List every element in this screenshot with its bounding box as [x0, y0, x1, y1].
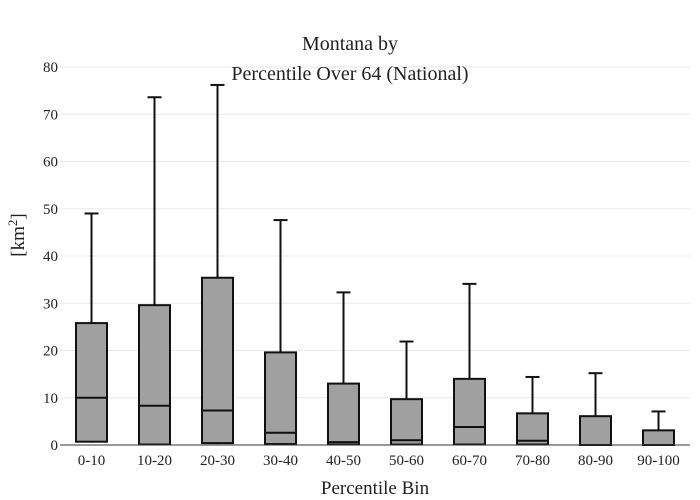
y-tick-label: 0: [51, 438, 59, 454]
x-tick-label: 40-50: [326, 453, 361, 469]
x-tick-label: 0-10: [78, 453, 106, 469]
box-20-30: [201, 83, 234, 445]
boxes: [75, 83, 675, 447]
box-90-100: [642, 410, 675, 447]
box-iqr: [327, 382, 360, 446]
y-tick-label: 70: [43, 107, 58, 123]
x-tick-label: 50-60: [389, 453, 424, 469]
x-tick-label: 90-100: [637, 453, 680, 469]
x-tick-label: 20-30: [200, 453, 235, 469]
x-tick-label: 60-70: [452, 453, 487, 469]
box-iqr: [264, 351, 297, 446]
y-tick-label: 50: [43, 202, 58, 218]
box-iqr: [201, 276, 234, 445]
box-50-60: [390, 340, 423, 446]
box-60-70: [453, 282, 486, 446]
box-iqr: [516, 412, 549, 446]
x-tick-labels: 0-10 10-20 20-30 30-40 40-50 50-60 60-70 70-80 8…: [78, 453, 680, 469]
y-tick-label: 80: [43, 60, 58, 76]
box-iqr: [390, 398, 423, 446]
box-iqr: [642, 429, 675, 447]
y-axis-label-base: [km: [8, 226, 29, 257]
box-iqr: [453, 377, 486, 446]
x-tick-label: 30-40: [263, 453, 298, 469]
y-axis-label-superscript: 2: [5, 220, 20, 227]
x-tick-label: 80-90: [578, 453, 613, 469]
y-axis-label-end: ]: [8, 213, 29, 219]
box-80-90: [579, 372, 612, 446]
y-tick-labels: 0 10 20 30 40 50 60 70 80: [43, 60, 58, 454]
box-iqr: [138, 304, 171, 446]
box-iqr: [579, 415, 612, 446]
y-tick-label: 10: [43, 391, 58, 407]
y-tick-label: 40: [43, 249, 58, 265]
x-tick-label: 10-20: [137, 453, 172, 469]
box-0-10: [75, 212, 108, 443]
box-10-20: [138, 96, 171, 446]
box-iqr: [75, 322, 108, 443]
y-tick-label: 30: [43, 296, 58, 312]
y-tick-label: 60: [43, 155, 58, 171]
chart-title-line1: Montana by: [302, 33, 398, 55]
box-40-50: [327, 291, 360, 446]
box-30-40: [264, 219, 297, 446]
x-tick-label: 70-80: [515, 453, 550, 469]
y-tick-label: 20: [43, 344, 58, 360]
x-axis-label: Percentile Bin: [321, 478, 430, 499]
box-70-80: [516, 375, 549, 446]
chart-title-line2: Percentile Over 64 (National): [231, 63, 468, 85]
y-axis-label: [km2]: [5, 213, 30, 256]
